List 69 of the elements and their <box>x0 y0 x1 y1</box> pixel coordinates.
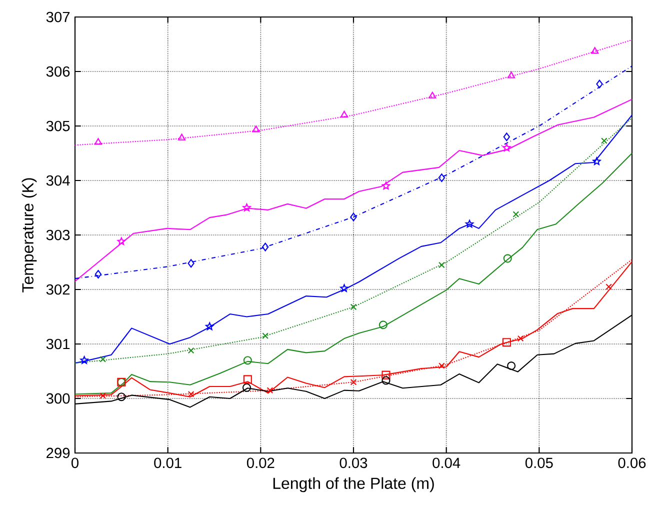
point <box>596 80 603 88</box>
x-tick-label: 0.04 <box>432 458 460 468</box>
point <box>438 262 445 268</box>
point <box>502 338 511 347</box>
point <box>80 356 88 364</box>
point <box>517 335 524 342</box>
line-series <box>74 66 633 280</box>
x-axis-title: Length of the Plate (m) <box>273 477 434 492</box>
point <box>340 284 348 292</box>
point <box>350 212 357 222</box>
point <box>262 332 268 339</box>
point <box>382 182 390 190</box>
point <box>503 132 510 142</box>
point <box>243 356 252 365</box>
y-axis-title: Temperature (K) <box>22 178 37 292</box>
point <box>600 138 608 144</box>
y-tick-label: 299 <box>46 448 70 458</box>
point <box>508 72 516 78</box>
point <box>503 254 512 263</box>
point <box>512 211 520 218</box>
y-tick-label: 303 <box>46 230 70 240</box>
point <box>382 370 390 380</box>
point <box>117 392 126 402</box>
y-tick-label: 307 <box>46 12 70 22</box>
y-tick-label: 304 <box>46 175 70 186</box>
x-tick-label: 0.05 <box>525 458 553 468</box>
point <box>350 378 357 386</box>
point <box>428 92 436 98</box>
point <box>382 376 390 385</box>
point <box>100 356 106 362</box>
point <box>188 259 194 268</box>
point <box>243 375 252 384</box>
line-series <box>74 39 633 146</box>
point <box>206 322 214 330</box>
x-tick-label: 0.01 <box>154 458 182 468</box>
point <box>94 270 102 278</box>
y-tick-label: 305 <box>46 120 70 132</box>
line-series <box>74 98 633 282</box>
x-tick-label: 0.02 <box>246 458 274 468</box>
point <box>591 47 599 54</box>
point <box>340 110 348 118</box>
point <box>242 383 252 392</box>
point <box>100 392 106 399</box>
point <box>266 387 274 394</box>
y-tick-label: 302 <box>46 284 70 295</box>
point <box>188 390 194 398</box>
point <box>502 144 511 152</box>
point <box>465 220 474 228</box>
y-tick-label: 300 <box>46 393 70 404</box>
y-tick-label: 301 <box>46 338 70 350</box>
point <box>94 138 102 145</box>
point <box>507 362 516 370</box>
point <box>178 134 186 140</box>
x-tick-label: 0.06 <box>618 458 646 468</box>
point <box>350 304 357 310</box>
point <box>117 237 126 246</box>
point <box>242 203 251 212</box>
line-series <box>74 152 633 395</box>
point <box>606 284 612 290</box>
x-tick-label: 0.03 <box>340 458 368 468</box>
point <box>378 320 388 330</box>
point <box>262 242 269 252</box>
point <box>438 174 446 182</box>
point <box>188 347 194 354</box>
point <box>438 362 445 369</box>
x-tick-label: 0 <box>71 458 78 468</box>
point <box>592 157 601 165</box>
y-tick-label: 306 <box>46 66 70 77</box>
point <box>252 126 260 132</box>
